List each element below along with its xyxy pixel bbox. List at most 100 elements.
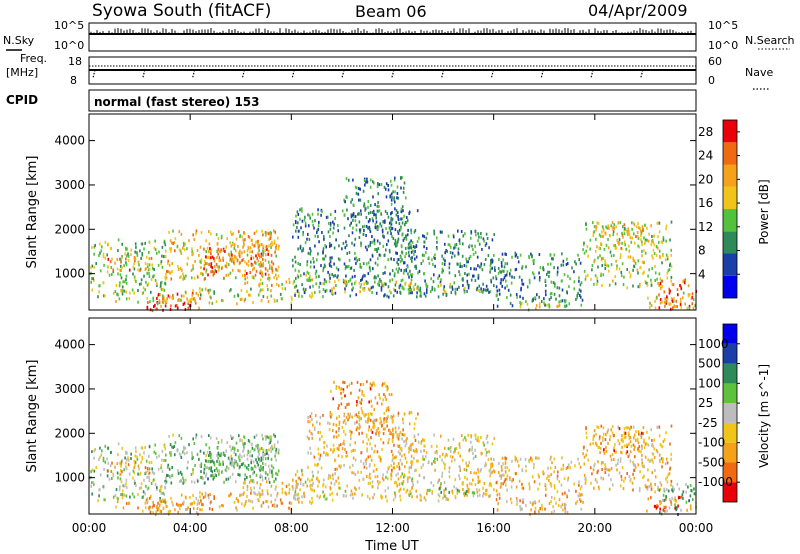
echo-cell — [139, 268, 141, 272]
echo-cell — [498, 462, 500, 465]
echo-cell — [183, 480, 186, 484]
echo-cell — [169, 247, 171, 251]
echo-cell — [177, 298, 179, 302]
echo-cell — [306, 278, 308, 282]
echo-cell — [163, 459, 165, 462]
echo-cell — [262, 437, 264, 441]
echo-cell — [138, 486, 141, 490]
echo-cell — [556, 490, 559, 494]
echo-cell — [580, 493, 582, 497]
echo-cell — [578, 276, 580, 280]
echo-cell — [468, 460, 471, 464]
echo-cell — [274, 250, 276, 254]
echo-cell — [342, 493, 345, 497]
echo-cell — [369, 218, 371, 222]
echo-cell — [176, 449, 179, 453]
echo-cell — [201, 508, 203, 512]
echo-cell — [627, 455, 630, 458]
echo-cell — [516, 256, 519, 259]
echo-cell — [378, 209, 381, 213]
echo-cell — [513, 276, 516, 280]
echo-cell — [489, 474, 491, 478]
echo-cell — [629, 273, 632, 277]
echo-cell — [659, 500, 661, 504]
echo-cell — [379, 222, 381, 226]
echo-cell — [390, 449, 393, 453]
echo-cell — [189, 298, 192, 302]
echo-cell — [408, 422, 411, 426]
echo-cell — [521, 301, 523, 305]
echo-cell — [352, 286, 354, 290]
echo-cell — [108, 477, 111, 481]
echo-cell — [504, 252, 506, 256]
echo-cell — [104, 256, 107, 260]
echo-cell — [177, 472, 180, 475]
echo-cell — [393, 196, 395, 200]
echo-cell — [614, 450, 617, 454]
echo-cell — [615, 450, 618, 454]
echo-cell — [205, 459, 208, 463]
echo-cell — [260, 243, 263, 246]
echo-cell — [493, 266, 496, 270]
echo-cell — [473, 267, 475, 271]
echo-cell — [134, 259, 136, 263]
echo-cell — [473, 471, 475, 475]
echo-cell — [345, 177, 348, 181]
echo-cell — [600, 272, 602, 276]
echo-cell — [246, 290, 248, 294]
echo-cell — [325, 215, 328, 219]
echo-cell — [628, 431, 630, 435]
echo-cell — [613, 226, 616, 230]
echo-cell — [259, 264, 261, 268]
echo-cell — [378, 393, 380, 397]
echo-cell — [614, 443, 616, 447]
echo-cell — [260, 458, 263, 462]
echo-cell — [182, 476, 184, 480]
echo-cell — [449, 245, 452, 249]
echo-cell — [375, 216, 377, 220]
echo-cell — [167, 465, 169, 469]
echo-cell — [348, 234, 350, 238]
echo-cell — [271, 447, 274, 451]
colorbar-tick-label: -500 — [698, 455, 725, 469]
echo-cell — [329, 227, 332, 231]
echo-cell — [520, 288, 522, 292]
echo-cell — [495, 277, 498, 281]
echo-cell — [251, 500, 254, 504]
echo-cell — [141, 252, 144, 255]
echo-cell — [555, 501, 557, 505]
echo-cell — [645, 281, 647, 285]
echo-cell — [120, 276, 123, 280]
echo-cell — [480, 235, 482, 239]
echo-cell — [137, 289, 139, 292]
echo-cell — [625, 247, 627, 251]
echo-cell — [480, 287, 482, 291]
echo-cell — [602, 477, 605, 481]
echo-cell — [412, 249, 414, 253]
echo-cell — [357, 470, 359, 474]
echo-cell — [179, 266, 182, 270]
echo-cell — [419, 289, 421, 293]
echo-cell — [618, 427, 621, 431]
nave-dip — [540, 69, 544, 79]
echo-cell — [127, 259, 130, 263]
echo-cell — [477, 436, 479, 440]
echo-cell — [575, 262, 577, 266]
echo-cell — [611, 221, 614, 225]
echo-cell — [296, 289, 299, 293]
echo-cell — [460, 434, 463, 437]
echo-cell — [582, 243, 585, 247]
echo-cell — [369, 210, 372, 214]
echo-cell — [415, 449, 418, 453]
echo-cell — [98, 290, 100, 294]
echo-cell — [343, 412, 346, 416]
echo-cell — [281, 481, 284, 485]
echo-cell — [99, 269, 102, 273]
echo-cell — [579, 497, 581, 501]
echo-cell — [385, 398, 387, 401]
echo-cell — [596, 276, 598, 280]
echo-cell — [362, 462, 365, 466]
echo-cell — [401, 217, 403, 221]
echo-cell — [392, 498, 395, 502]
